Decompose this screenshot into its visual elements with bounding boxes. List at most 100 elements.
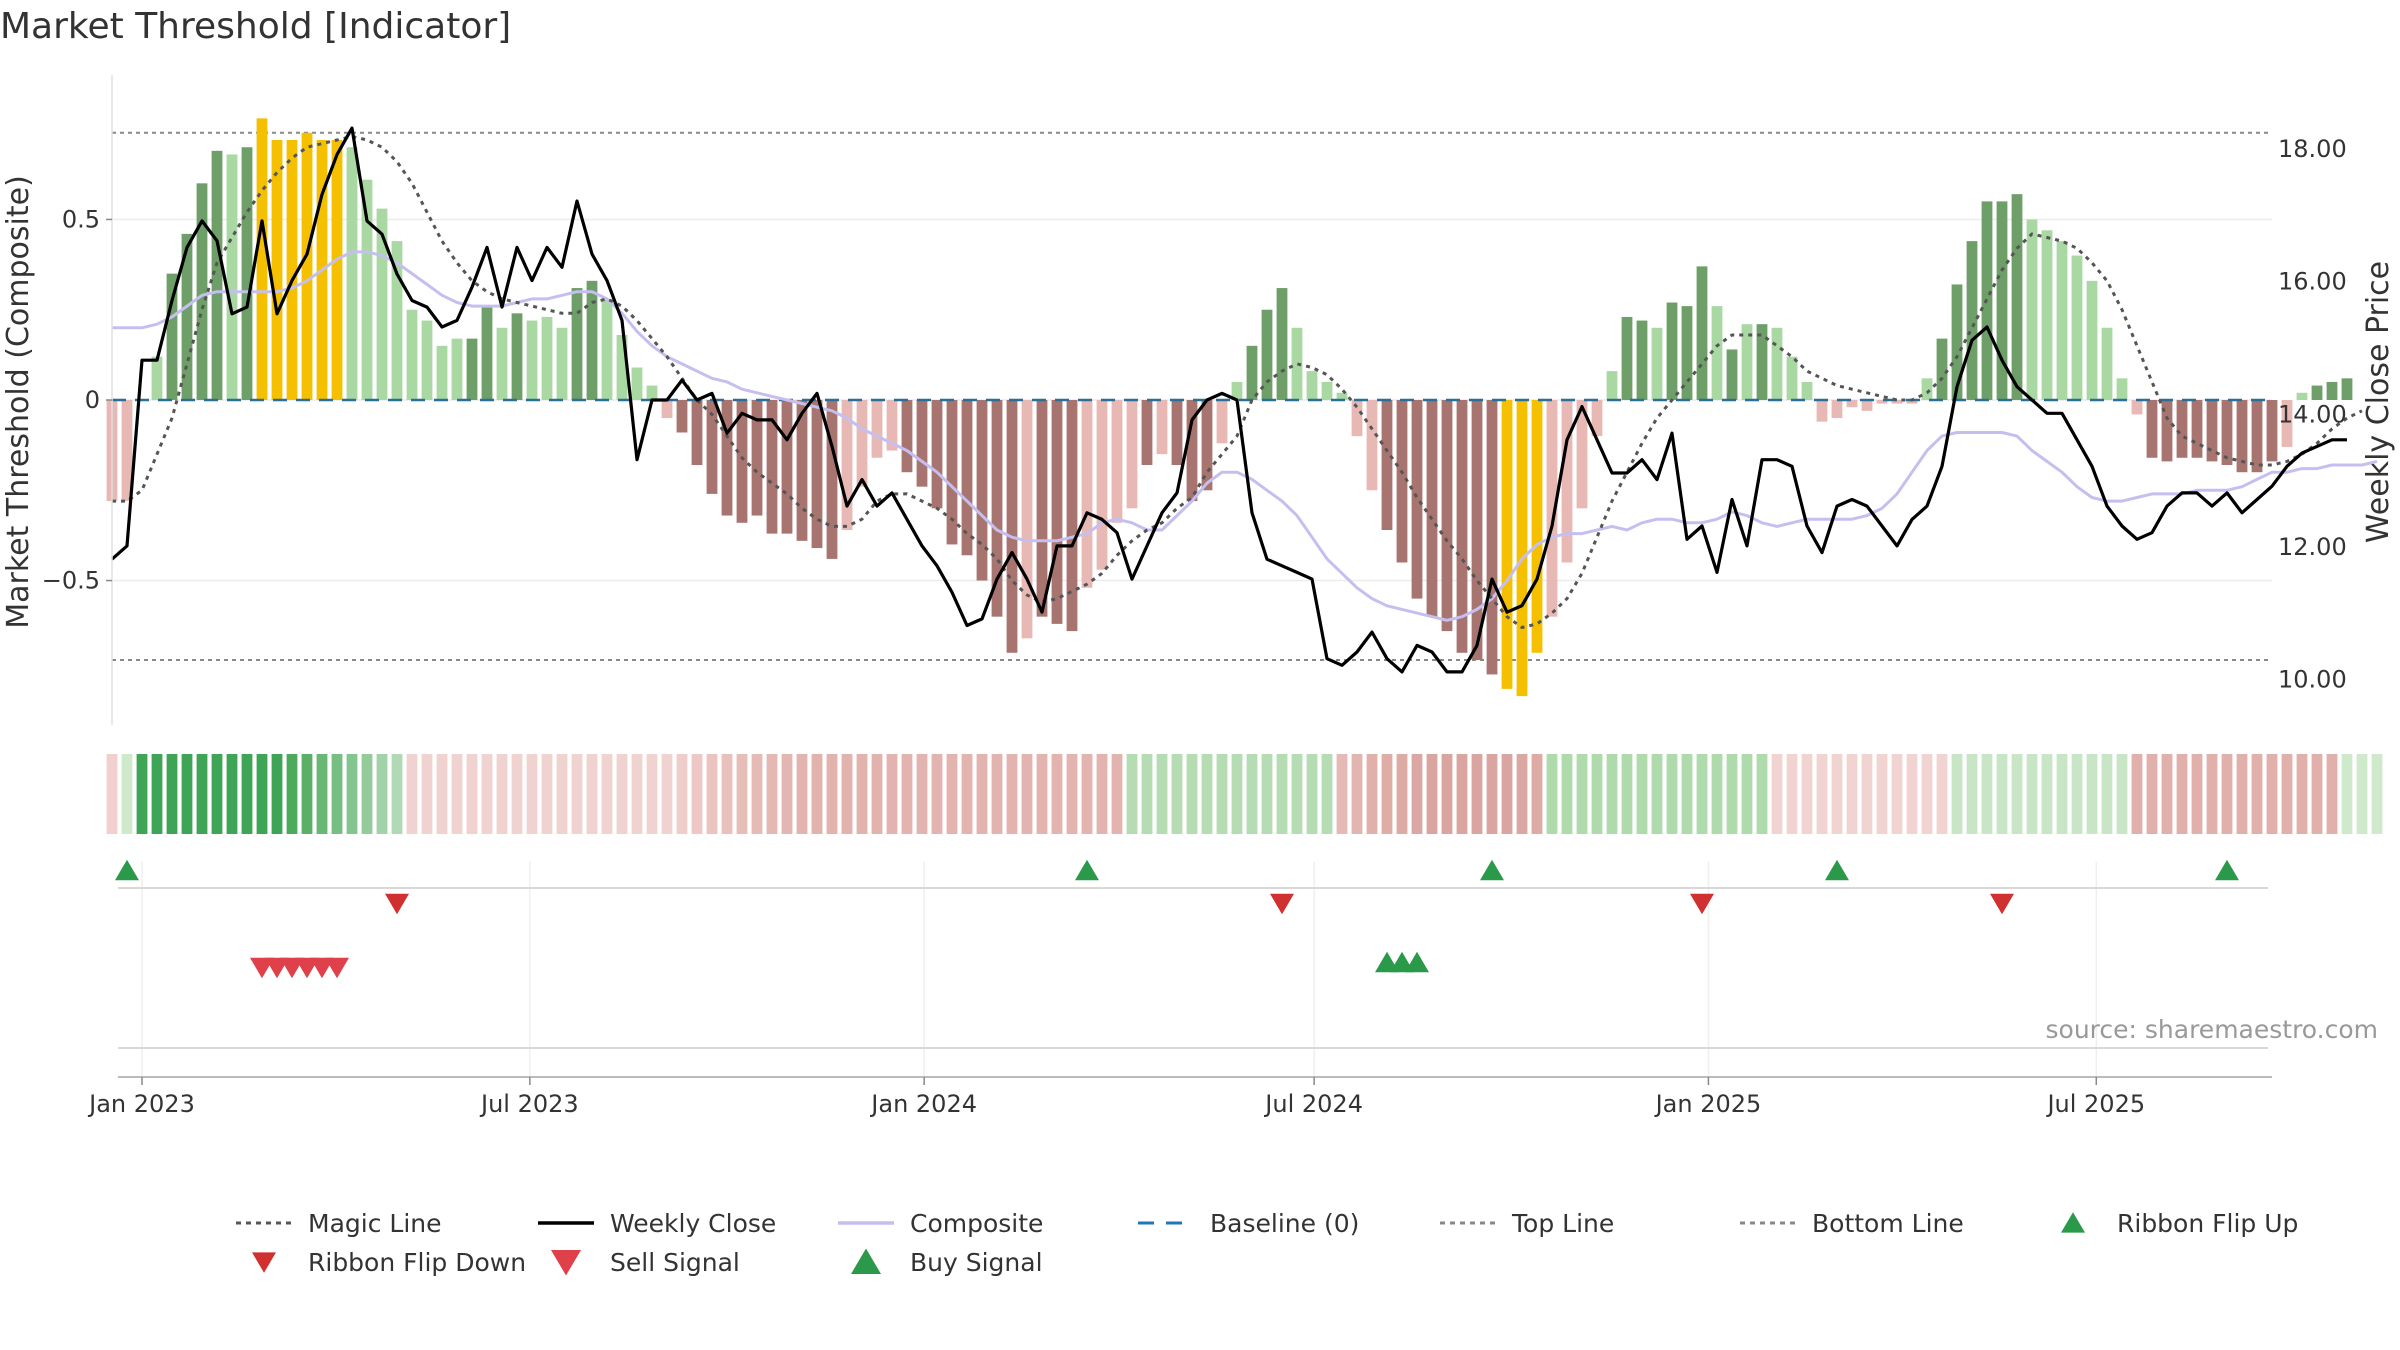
composite-bar xyxy=(976,400,988,581)
right-tick-label: 12.00 xyxy=(2278,533,2347,561)
ribbon-cell xyxy=(2146,754,2158,834)
legend-item: Buy Signal xyxy=(851,1248,1043,1277)
composite-bar xyxy=(2131,400,2143,415)
composite-bar xyxy=(1396,400,1408,563)
ribbon-cell xyxy=(1186,754,1198,834)
composite-bar xyxy=(1876,400,1888,404)
magic-line-line xyxy=(112,134,2363,629)
composite-bar xyxy=(1036,400,1048,617)
ribbon-cell xyxy=(1966,754,1978,834)
composite-bar xyxy=(1801,381,1813,400)
ribbon-cell xyxy=(346,754,358,834)
composite-bar xyxy=(1021,400,1033,639)
composite-bar xyxy=(2221,400,2233,465)
ribbon-cell xyxy=(946,754,958,834)
composite-bar xyxy=(1816,400,1828,422)
ribbon-cell xyxy=(1306,754,1318,834)
composite-bar xyxy=(406,309,418,400)
ribbon-cell xyxy=(2371,754,2383,834)
ribbon-cell xyxy=(1396,754,1408,834)
composite-bar xyxy=(121,400,133,502)
legend-label: Bottom Line xyxy=(1812,1209,1964,1238)
ribbon-cell xyxy=(2161,754,2173,834)
ribbon-cell xyxy=(2341,754,2353,834)
left-tick-label: 0 xyxy=(85,386,100,414)
ribbon-cell xyxy=(1111,754,1123,834)
composite-bar xyxy=(2041,230,2053,400)
ribbon-cell xyxy=(526,754,538,834)
ribbon-cell xyxy=(1771,754,1783,834)
composite-bar xyxy=(1081,400,1093,588)
composite-bar xyxy=(1726,349,1738,400)
composite-bar xyxy=(1306,371,1318,400)
ribbon-cell xyxy=(1696,754,1708,834)
composite-bar xyxy=(1336,392,1348,400)
composite-bar xyxy=(1231,381,1243,400)
composite-bar xyxy=(1186,400,1198,502)
composite-bar xyxy=(601,298,613,400)
ribbon-cell xyxy=(1291,754,1303,834)
ribbon-cell xyxy=(256,754,268,834)
composite-bar xyxy=(706,400,718,494)
composite-bar xyxy=(1591,400,1603,437)
ribbon-cell xyxy=(481,754,493,834)
ribbon-cell xyxy=(1381,754,1393,834)
ribbon-cell xyxy=(1066,754,1078,834)
composite-bar xyxy=(1561,400,1573,563)
composite-bar xyxy=(2296,392,2308,400)
right-tick-label: 14.00 xyxy=(2278,400,2347,428)
legend-label: Ribbon Flip Up xyxy=(2117,1209,2298,1238)
composite-bar xyxy=(166,273,178,400)
ribbon-cell xyxy=(631,754,643,834)
ribbon-cell xyxy=(676,754,688,834)
ribbon-cell xyxy=(1906,754,1918,834)
ribbon-cell xyxy=(736,754,748,834)
composite-bar xyxy=(1621,316,1633,400)
composite-bar xyxy=(1891,400,1903,404)
ribbon-cell xyxy=(211,754,223,834)
composite-bar xyxy=(1471,400,1483,660)
ribbon-cell xyxy=(781,754,793,834)
axes: 0.5 0 −0.5 18.00 16.00 14.00 12.00 10.00 xyxy=(42,75,2347,725)
legend-item: Baseline (0) xyxy=(1138,1209,1359,1238)
composite-bar xyxy=(1921,378,1933,400)
ribbon-cell xyxy=(1711,754,1723,834)
ribbon-cell xyxy=(1156,754,1168,834)
composite-bar xyxy=(631,367,643,400)
ribbon-cell xyxy=(1096,754,1108,834)
legend-item: Ribbon Flip Down xyxy=(252,1248,526,1277)
composite-bar xyxy=(856,400,868,487)
ribbon-cell xyxy=(421,754,433,834)
ribbon-cell xyxy=(1441,754,1453,834)
composite-bar xyxy=(1276,288,1288,400)
composite-bar xyxy=(1111,400,1123,523)
composite-bar xyxy=(2206,400,2218,462)
ribbon-cell xyxy=(511,754,523,834)
composite-bar xyxy=(2236,400,2248,473)
ribbon-cell xyxy=(2026,754,2038,834)
composite-bar xyxy=(901,400,913,473)
ribbon-cell xyxy=(1636,754,1648,834)
ribbon-cell xyxy=(181,754,193,834)
ribbon-cell xyxy=(706,754,718,834)
ribbon-cell xyxy=(1891,754,1903,834)
left-tick-label: 0.5 xyxy=(62,205,100,233)
ribbon-cell xyxy=(1126,754,1138,834)
ribbon-cell xyxy=(556,754,568,834)
composite-bar xyxy=(1006,400,1018,653)
composite-bar xyxy=(2311,385,2323,400)
composite-bar xyxy=(1636,320,1648,400)
x-tick-label: Jul 2023 xyxy=(479,1090,579,1118)
ribbon-cell xyxy=(2191,754,2203,834)
ribbon-cell xyxy=(196,754,208,834)
composite-line xyxy=(112,250,2378,622)
buy-signal-marker xyxy=(1390,951,1414,973)
ribbon-cell xyxy=(871,754,883,834)
ribbon-cell xyxy=(916,754,928,834)
sell-signal-marker xyxy=(280,957,304,979)
ribbon-cell xyxy=(856,754,868,834)
composite-bar xyxy=(931,400,943,509)
composite-bar xyxy=(811,400,823,549)
legend-swatch xyxy=(551,1250,581,1276)
ribbon-cell xyxy=(646,754,658,834)
